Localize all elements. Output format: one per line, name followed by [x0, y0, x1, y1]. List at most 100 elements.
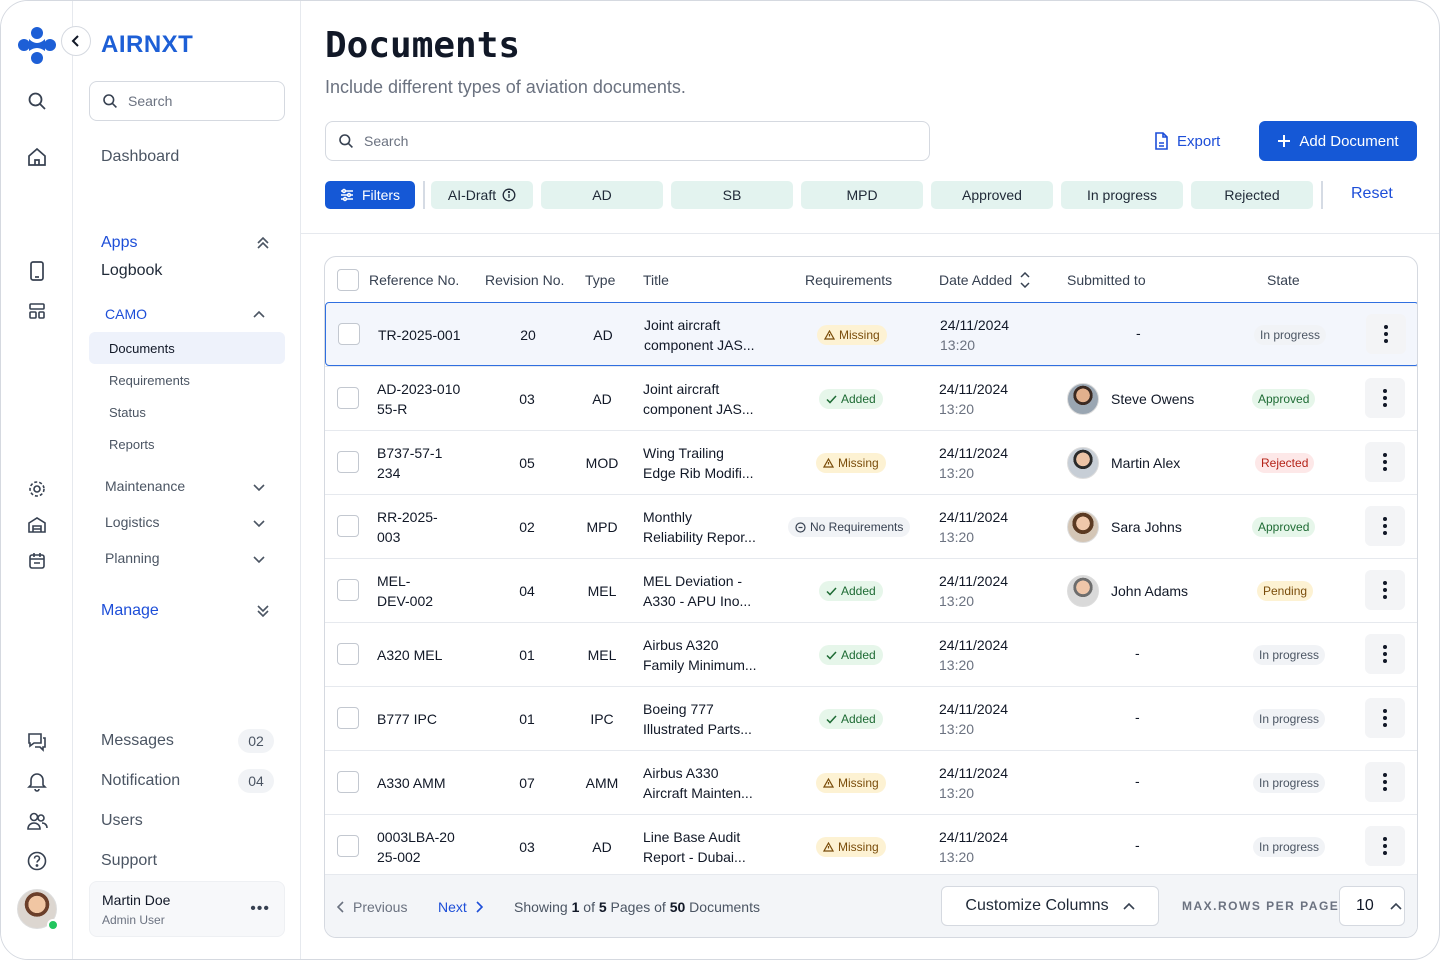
filter-chip-ai-draft[interactable]: AI-Draft	[431, 181, 533, 209]
more-horizontal-icon[interactable]: •••	[250, 900, 270, 917]
row-checkbox[interactable]	[337, 579, 359, 601]
sidebar-item-status[interactable]: Status	[109, 404, 146, 420]
tablet-icon[interactable]	[25, 259, 49, 283]
row-actions-button[interactable]	[1366, 314, 1406, 354]
sidebar-item-requirements[interactable]: Requirements	[109, 372, 190, 388]
nav-logistics[interactable]: Logistics	[105, 514, 160, 530]
filter-chip-mpd[interactable]: MPD	[801, 181, 923, 209]
help-icon[interactable]	[25, 849, 49, 873]
row-checkbox[interactable]	[337, 835, 359, 857]
documents-search-input[interactable]: Search	[325, 121, 930, 161]
nav-manage[interactable]: Manage	[101, 602, 159, 619]
row-checkbox[interactable]	[337, 771, 359, 793]
layout-icon[interactable]	[25, 299, 49, 323]
chevron-down-icon[interactable]	[251, 551, 267, 567]
chevron-right-icon	[476, 901, 483, 913]
bell-icon[interactable]	[25, 769, 49, 793]
users-icon[interactable]	[25, 809, 49, 833]
chevron-up-icon[interactable]	[251, 307, 267, 323]
previous-page-button[interactable]: Previous	[337, 899, 407, 915]
table-row[interactable]: AD-2023-010 55-R 03 AD Joint aircraft compone…	[325, 366, 1417, 430]
gear-icon[interactable]	[25, 477, 49, 501]
row-checkbox[interactable]	[338, 323, 360, 345]
row-actions-button[interactable]	[1365, 506, 1405, 546]
reset-filters-button[interactable]: Reset	[1351, 185, 1393, 202]
chevrons-up-icon[interactable]	[255, 235, 271, 251]
user-card[interactable]: Martin Doe Admin User •••	[89, 881, 285, 937]
nav-camo[interactable]: CAMO	[105, 306, 147, 322]
sidebar-item-reports[interactable]: Reports	[109, 436, 155, 452]
row-checkbox[interactable]	[337, 643, 359, 665]
export-button[interactable]: Export	[1153, 121, 1237, 161]
document-type: MEL	[587, 583, 617, 599]
sort-icon[interactable]	[1020, 272, 1030, 288]
requirements-badge: Missing	[816, 773, 886, 793]
document-title: MEL Deviation - A330 - APU Ino...	[643, 571, 783, 611]
filter-chip-ad[interactable]: AD	[541, 181, 663, 209]
check-icon	[826, 650, 837, 660]
table-row[interactable]: B737-57-1 234 05 MOD Wing Trailing Edge Rib M…	[325, 430, 1417, 494]
row-actions-button[interactable]	[1365, 826, 1405, 866]
messages-icon[interactable]	[25, 729, 49, 753]
nav-users[interactable]: Users	[101, 812, 143, 829]
row-checkbox[interactable]	[337, 387, 359, 409]
row-actions-button[interactable]	[1365, 698, 1405, 738]
add-document-button[interactable]: Add Document	[1259, 121, 1417, 161]
filter-chip-in-progress[interactable]: In progress	[1061, 181, 1183, 209]
table-row[interactable]: A330 AMM 07 AMM Airbus A330 Aircraft Mainten…	[325, 750, 1417, 814]
table-row[interactable]: A320 MEL 01 MEL Airbus A320 Family Minimum..…	[325, 622, 1417, 686]
submitted-to-person[interactable]: Steve Owens	[1067, 383, 1194, 415]
customize-columns-button[interactable]: Customize Columns	[941, 886, 1159, 926]
nav-maintenance[interactable]: Maintenance	[105, 478, 186, 494]
table-row[interactable]: B777 IPC 01 IPC Boeing 777 Illustrated Parts…	[325, 686, 1417, 750]
row-checkbox[interactable]	[337, 707, 359, 729]
submitted-to-person[interactable]: Sara Johns	[1067, 511, 1182, 543]
collapse-sidebar-button[interactable]	[61, 26, 91, 56]
row-actions-button[interactable]	[1365, 762, 1405, 802]
table-row[interactable]: TR-2025-001 20 AD Joint aircraft component J…	[325, 302, 1417, 366]
row-actions-button[interactable]	[1365, 570, 1405, 610]
search-icon[interactable]	[25, 89, 49, 113]
column-header-date-added[interactable]: Date Added	[939, 271, 1030, 289]
rows-per-page-select[interactable]: 10	[1339, 886, 1405, 926]
calendar-icon[interactable]	[25, 549, 49, 573]
nav-support[interactable]: Support	[101, 852, 158, 869]
nav-planning[interactable]: Planning	[105, 550, 160, 566]
chevron-down-icon[interactable]	[251, 515, 267, 531]
nav-logbook[interactable]: Logbook	[101, 262, 163, 279]
filter-chip-approved[interactable]: Approved	[931, 181, 1053, 209]
state-badge: In progress	[1253, 773, 1326, 793]
filters-button[interactable]: Filters	[325, 181, 415, 209]
state-badge: In progress	[1253, 645, 1326, 665]
sidebar-item-documents[interactable]: Documents	[89, 332, 285, 364]
row-checkbox[interactable]	[337, 515, 359, 537]
sidebar-search-input[interactable]: Search	[89, 81, 285, 121]
warehouse-icon[interactable]	[25, 513, 49, 537]
filter-chip-sb[interactable]: SB	[671, 181, 793, 209]
submitted-to-name: Sara Johns	[1111, 519, 1182, 535]
filter-chip-rejected[interactable]: Rejected	[1191, 181, 1313, 209]
chevron-down-icon[interactable]	[251, 479, 267, 495]
row-actions-button[interactable]	[1365, 378, 1405, 418]
row-actions-button[interactable]	[1365, 442, 1405, 482]
document-type: MOD	[585, 455, 619, 471]
next-page-button[interactable]: Next	[438, 899, 483, 915]
requirements-label: Missing	[838, 840, 879, 854]
select-all-checkbox[interactable]	[337, 269, 359, 291]
table-row[interactable]: 0003LBA-20 25-002 03 AD Line Base Audit Repor…	[325, 814, 1417, 878]
document-type: AD	[592, 391, 612, 407]
submitted-to-person[interactable]: Martin Alex	[1067, 447, 1180, 479]
submitted-to-person[interactable]: John Adams	[1067, 575, 1188, 607]
title-line: MEL Deviation -	[643, 573, 743, 589]
nav-messages[interactable]: Messages	[101, 732, 174, 749]
row-checkbox[interactable]	[337, 451, 359, 473]
row-actions-button[interactable]	[1365, 634, 1405, 674]
table-row[interactable]: MEL- DEV-002 04 MEL MEL Deviation - A330 - AP…	[325, 558, 1417, 622]
home-icon[interactable]	[25, 145, 49, 169]
table-row[interactable]: RR-2025- 003 02 MPD Monthly Reliability Repor…	[325, 494, 1417, 558]
nav-notification[interactable]: Notification	[101, 772, 181, 789]
chevrons-down-icon[interactable]	[255, 603, 271, 619]
nav-dashboard[interactable]: Dashboard	[101, 148, 180, 165]
nav-apps[interactable]: Apps	[101, 234, 138, 251]
